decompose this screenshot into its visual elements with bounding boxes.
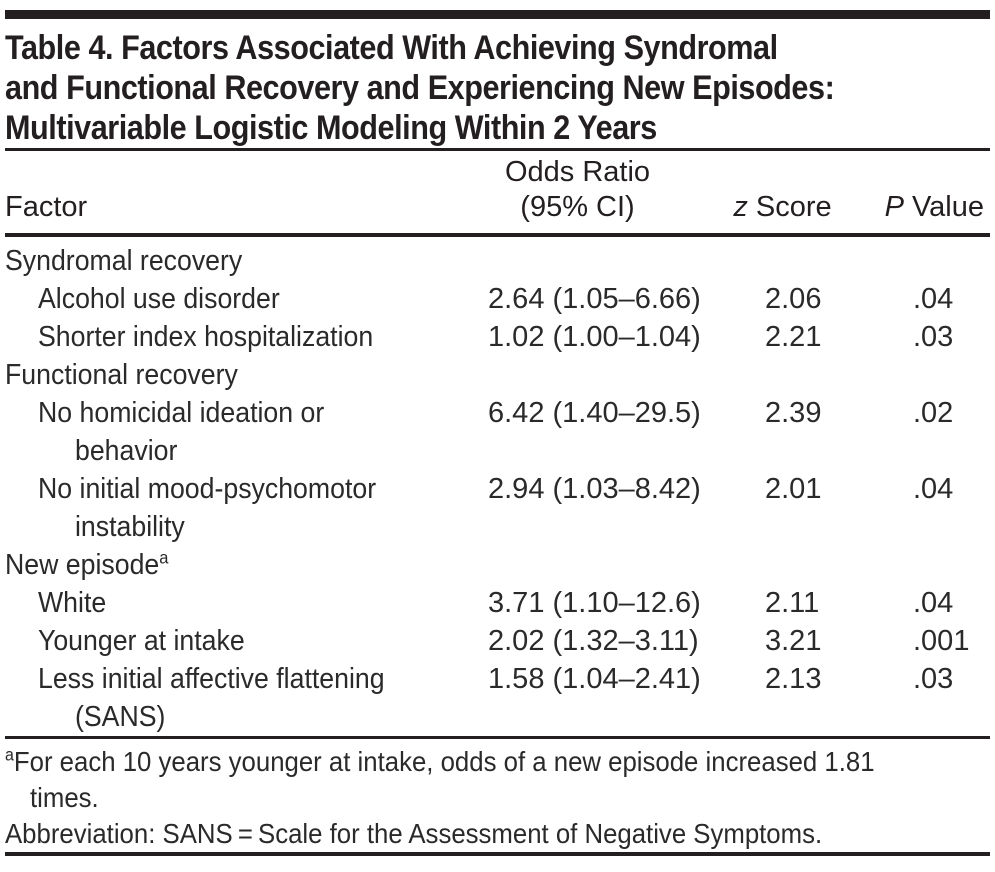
factor-text: Alcohol use disorder [38,283,280,315]
abbreviation-text: Abbreviation: SANS = Scale for the Asses… [5,818,823,849]
table-row: Less initial affective flattening (SANS)… [5,660,990,736]
table-title-line: Table 4. Factors Associated With Achievi… [5,28,990,68]
odds-ratio-cell: 1.58 (1.04–2.41) [488,663,701,695]
footnote-a-text: aFor each 10 years younger at intake, od… [5,744,875,780]
factor-cell: Less initial affective flattening (SANS) [5,660,460,736]
factor-cell: White [5,584,460,622]
column-header-p-value: P Value [870,155,990,225]
table-title-line: Multivariable Logistic Modeling Within 2… [5,108,990,148]
z-score-cell: 2.39 [765,397,822,429]
group-label: Syndromal recovery [5,242,990,280]
p-rest: Value [903,191,984,223]
p-value-cell: .03 [913,663,954,695]
odds-ratio-cell: 2.02 (1.32–3.11) [488,625,699,657]
factor-text-wrap: behavior [75,435,178,467]
p-value-cell: .04 [913,587,954,619]
factor-cell: No initial mood-psychomotor instability [5,470,460,546]
group-label: Functional recovery [5,356,990,394]
odds-ratio-cell: 6.42 (1.40–29.5) [488,397,701,429]
table-title-text: Table 4. Factors Associated With Achievi… [5,29,778,67]
factor-text: White [38,587,107,619]
p-value-cell: .001 [913,625,970,657]
table-row: Shorter index hospitalization 1.02 (1.00… [5,318,990,356]
factor-text: Less initial affective flattening [38,663,385,695]
table-row: No initial mood-psychomotor instability … [5,470,990,546]
p-value-cell: .04 [913,473,954,505]
factor-cell: Younger at intake [5,622,460,660]
footnote-a-line2: times. [5,780,990,816]
superscript-a: a [159,547,169,568]
z-score-cell: 2.01 [765,473,822,505]
column-header-z-score: z Score [695,155,870,225]
z-score-cell: 3.21 [765,625,822,657]
factor-cell: Alcohol use disorder [5,280,460,318]
z-italic: z [733,191,748,223]
z-score-cell: 2.11 [765,587,820,619]
group-label-text: Syndromal recovery [5,245,243,277]
table-row: Younger at intake 2.02 (1.32–3.11) 3.21 … [5,622,990,660]
table-group-row: Functional recovery [5,356,990,394]
column-header-odds-ratio: Odds Ratio (95% CI) [460,155,695,225]
factor-text: No initial mood-psychomotor [38,473,377,505]
footnote-divider-rule [5,736,990,739]
factor-cell: No homicidal ideation or behavior [5,394,460,470]
table-row: Alcohol use disorder 2.64 (1.05–6.66) 2.… [5,280,990,318]
odds-ratio-header-line2: (95% CI) [520,191,635,223]
column-header-factor-label: Factor [5,191,88,223]
title-divider-rule [5,148,990,151]
table-title-text: Multivariable Logistic Modeling Within 2… [5,109,657,147]
odds-ratio-cell: 2.64 (1.05–6.66) [488,283,701,315]
column-header-row: Factor Odds Ratio (95% CI) z Score P Val… [5,151,990,233]
odds-ratio-header-line1: Odds Ratio [504,156,651,188]
z-score-cell: 2.13 [765,663,822,695]
p-italic: P [884,191,904,223]
group-label: New episodea [5,546,990,584]
factor-cell: Shorter index hospitalization [5,318,460,356]
bottom-rule [5,852,990,856]
table-group-row: New episodea [5,546,990,584]
z-score-cell: 2.06 [765,283,822,315]
factor-text-wrap: instability [75,511,185,543]
p-value-header-label: P Value [870,190,984,225]
table-row: White 3.71 (1.10–12.6) 2.11 .04 [5,584,990,622]
factor-text: No homicidal ideation or [38,397,325,429]
odds-ratio-cell: 1.02 (1.00–1.04) [488,321,701,353]
footnote-a-line1: aFor each 10 years younger at intake, od… [5,744,990,780]
table-title-text: and Functional Recovery and Experiencing… [5,69,835,107]
p-value-cell: .02 [913,397,954,429]
odds-ratio-cell: 2.94 (1.03–8.42) [488,473,701,505]
z-score-header-label: z Score [695,190,870,225]
abbreviation-note: Abbreviation: SANS = Scale for the Asses… [5,816,990,852]
footnote-a-marker: a [5,744,14,765]
z-score-cell: 2.21 [765,321,822,353]
factor-text: Younger at intake [38,625,245,657]
header-divider-rule [5,233,990,237]
column-header-factor: Factor [5,155,460,225]
odds-ratio-cell: 3.71 (1.10–12.6) [488,587,701,619]
z-rest: Score [747,191,832,223]
table-body: Syndromal recovery Alcohol use disorder … [5,237,990,736]
group-label-text: Functional recovery [5,359,238,391]
group-label-main: New episode [5,549,160,581]
table-figure: Table 4. Factors Associated With Achievi… [0,10,995,872]
table-row: No homicidal ideation or behavior 6.42 (… [5,394,990,470]
factor-text-wrap: (SANS) [75,701,166,733]
footnote-a-continuation: times. [30,782,99,813]
table-group-row: Syndromal recovery [5,242,990,280]
group-label-text: New episodea [5,546,168,584]
footnote-a-body: For each 10 years younger at intake, odd… [13,746,875,777]
table-title-line: and Functional Recovery and Experiencing… [5,68,990,108]
top-bar [5,10,990,19]
table-title: Table 4. Factors Associated With Achievi… [5,28,990,148]
p-value-cell: .03 [913,321,954,353]
factor-text: Shorter index hospitalization [38,321,374,353]
p-value-cell: .04 [913,283,954,315]
footnotes: aFor each 10 years younger at intake, od… [5,739,990,852]
